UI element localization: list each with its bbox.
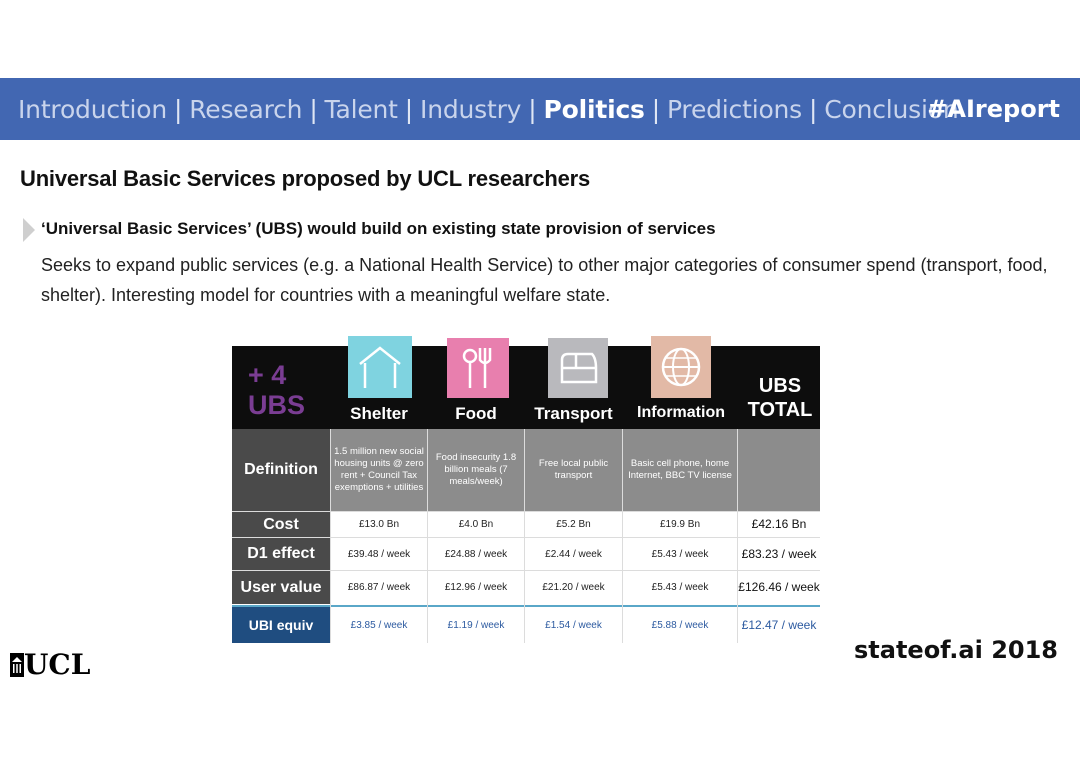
nav-separator: |: [651, 94, 660, 124]
cost-cell-information: £19.9 Bn: [659, 519, 701, 530]
tram-icon: [548, 338, 608, 398]
nav-introduction[interactable]: Introduction: [18, 94, 167, 124]
grid-line: [232, 537, 820, 538]
ubi-equiv-cell-food: £1.19 / week: [447, 619, 505, 631]
d1-effect-cell-transport: £2.44 / week: [545, 548, 602, 560]
nav-separator: |: [528, 94, 537, 124]
body-paragraph: Seeks to expand public services (e.g. a …: [41, 255, 1048, 305]
cost-cell-shelter: £13.0 Bn: [358, 519, 400, 530]
d1-effect-cell-information: £5.43 / week: [651, 548, 709, 560]
report-hashtag: #AIreport: [927, 95, 1060, 123]
row-label-definition: Definition: [232, 429, 330, 511]
user-value-cell-shelter: £86.87 / week: [347, 582, 411, 593]
definition-cell-food: Food insecurity 1.8 billion meals (7 mea…: [428, 429, 524, 511]
ubi-equiv-cell-transport: £1.54 / week: [545, 619, 602, 631]
d1-effect-cell-food: £24.88 / week: [444, 548, 508, 560]
nav-politics-active[interactable]: Politics: [543, 94, 645, 124]
ubi-row-divider: [232, 605, 820, 607]
user-value-cell-total: £126.46 / week: [738, 580, 820, 594]
grid-line: [232, 511, 820, 512]
row-label-ubi-equiv: UBI equiv: [232, 607, 330, 643]
column-header-information: Information: [637, 404, 725, 421]
grid-line: [737, 429, 738, 643]
bullet-heading: ‘Universal Basic Services’ (UBS) would b…: [41, 219, 716, 238]
cost-cell-transport: £5.2 Bn: [556, 519, 591, 530]
ubs-total-line-1: UBS: [758, 375, 802, 397]
section-nav-bar: Introduction | Research | Talent | Indus…: [0, 78, 1080, 140]
cutlery-icon: [447, 338, 509, 398]
badge-line-1: + 4: [248, 360, 287, 390]
user-value-cell-food: £12.96 / week: [444, 582, 508, 593]
user-value-cell-transport: £21.20 / week: [542, 582, 605, 593]
ubi-equiv-cell-information: £5.88 / week: [651, 619, 709, 631]
slide-title: Universal Basic Services proposed by UCL…: [20, 166, 591, 191]
nav-conclusion[interactable]: Conclusion: [824, 94, 959, 124]
cost-cell-food: £4.0 Bn: [458, 519, 494, 530]
house-icon: [348, 336, 412, 398]
badge-line-2: UBS: [248, 390, 306, 420]
grid-line: [232, 570, 820, 571]
ubi-equiv-cell-total: £12.47 / week: [741, 617, 817, 632]
nav-talent[interactable]: Talent: [324, 94, 398, 124]
nav-separator: |: [309, 94, 318, 124]
d1-effect-cell-shelter: £39.48 / week: [347, 548, 411, 560]
ucl-logo: UCL: [10, 648, 91, 681]
ubi-equiv-cell-shelter: £3.85 / week: [350, 619, 408, 631]
ubs-total-line-2: TOTAL: [747, 399, 813, 421]
column-header-shelter: Shelter: [350, 404, 408, 423]
column-header-transport: Transport: [534, 404, 613, 423]
row-label-cost: Cost: [232, 512, 330, 537]
definition-cell-information: Basic cell phone, home Internet, BBC TV …: [623, 429, 737, 511]
d1-effect-cell-total: £83.23 / week: [741, 546, 817, 561]
grid-line: [330, 429, 331, 643]
ucl-logo-text: UCL: [24, 648, 91, 681]
grid-line: [622, 429, 623, 643]
grid-line: [524, 429, 525, 643]
user-value-cell-information: £5.43 / week: [651, 582, 709, 593]
row-label-user-value: User value: [232, 571, 330, 604]
definition-cell-shelter: 1.5 million new social housing units @ z…: [331, 429, 427, 511]
nav-predictions[interactable]: Predictions: [666, 94, 803, 124]
definition-cell-transport: Free local public transport: [525, 429, 622, 511]
ubs-table: + 4 UBS: [232, 336, 820, 643]
nav-separator: |: [404, 94, 414, 124]
ucl-portico-icon: [10, 653, 24, 677]
nav-separator: |: [174, 94, 183, 124]
footer-brand: stateof.ai 2018: [853, 636, 1058, 664]
column-header-food: Food: [455, 404, 497, 423]
nav-research[interactable]: Research: [189, 94, 303, 124]
column-header-ubs-total: UBS TOTAL: [742, 374, 818, 422]
grid-line: [427, 429, 428, 643]
row-label-d1-effect: D1 effect: [232, 538, 330, 570]
globe-icon: [651, 336, 711, 398]
nav-industry[interactable]: Industry: [420, 94, 522, 124]
definition-cell-total: [738, 429, 820, 511]
nav-separator: |: [809, 94, 818, 124]
plus-four-ubs-badge: + 4 UBS: [248, 360, 305, 420]
section-nav: Introduction | Research | Talent | Indus…: [18, 78, 959, 140]
bullet-arrow-icon: [23, 218, 35, 242]
cost-cell-total: £42.16 Bn: [751, 517, 807, 531]
